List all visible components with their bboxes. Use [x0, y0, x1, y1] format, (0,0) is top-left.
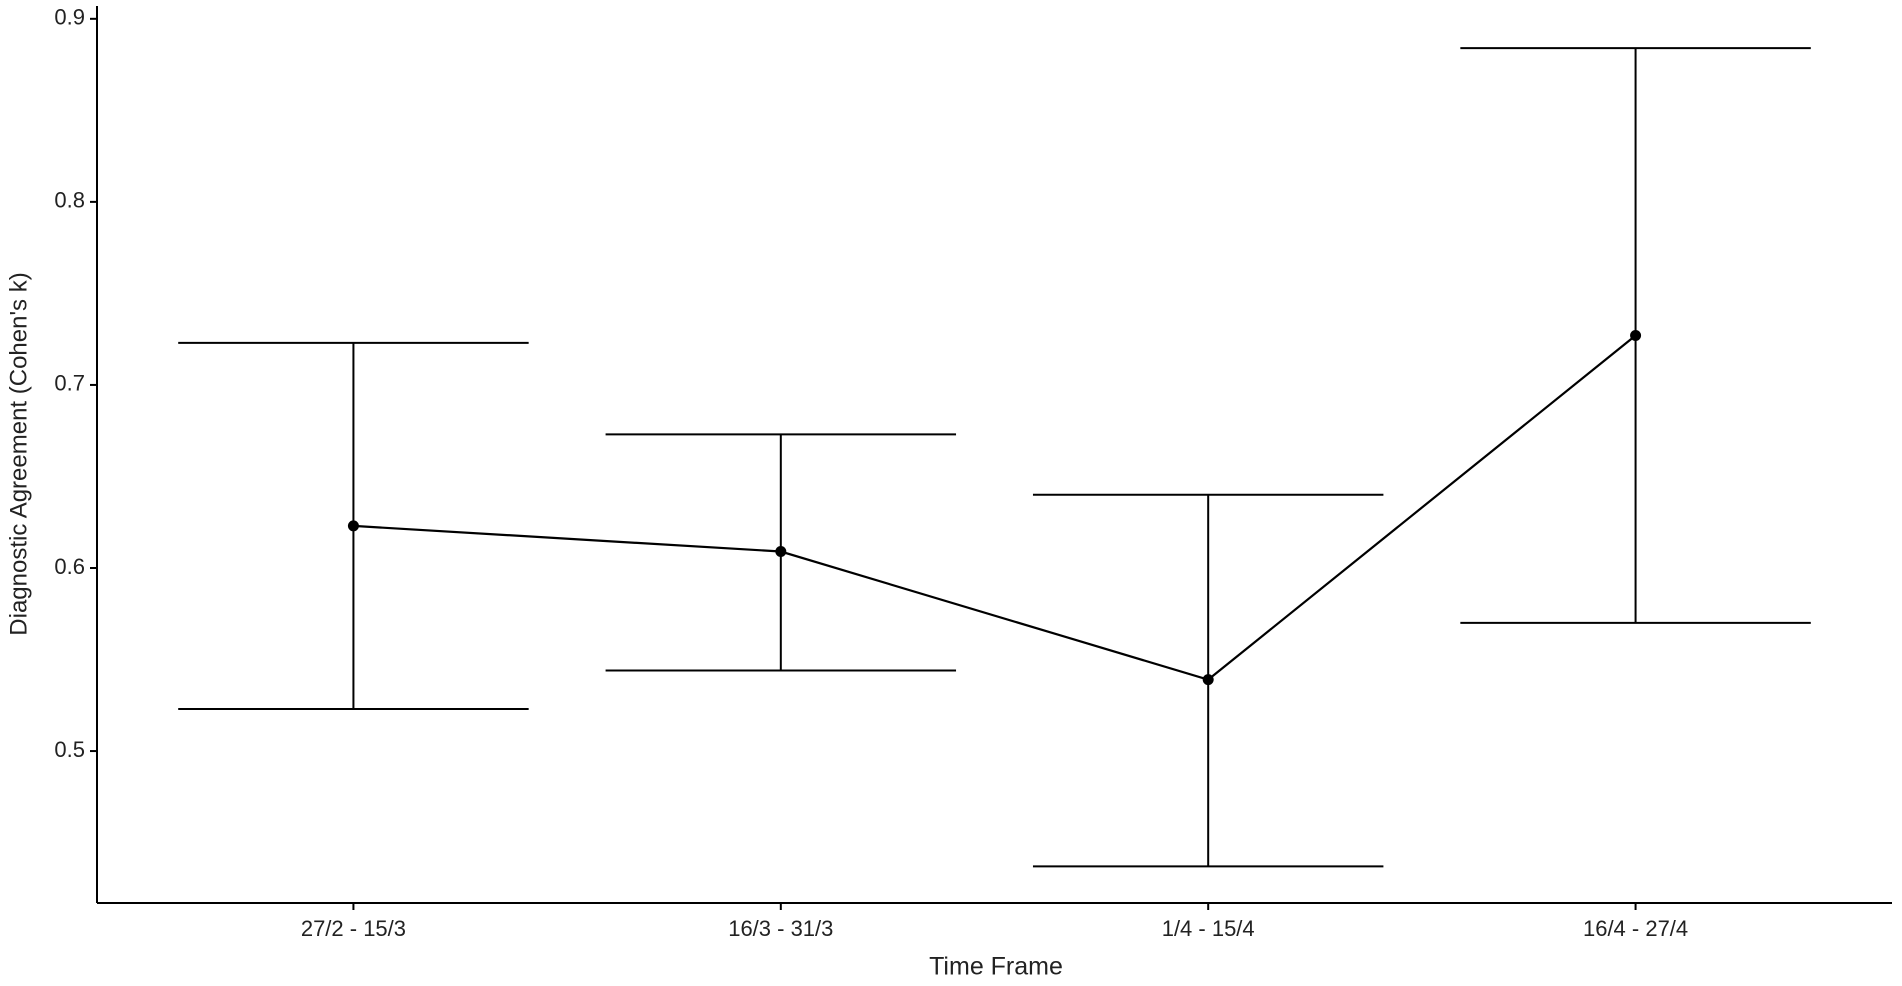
point	[775, 546, 787, 558]
y-axis-label: Diagnostic Agreement (Cohen's k)	[5, 272, 32, 635]
x-tick-label: 27/2 - 15/3	[301, 916, 406, 941]
y-tick-label: 0.5	[54, 737, 85, 762]
x-axis-label: Time Frame	[929, 953, 1063, 981]
y-tick-label: 0.6	[54, 554, 85, 579]
y-tick-label: 0.7	[54, 371, 85, 396]
point	[1630, 330, 1642, 342]
point	[347, 520, 359, 532]
point	[1202, 674, 1214, 686]
x-tick-label: 16/3 - 31/3	[728, 916, 833, 941]
x-tick-label: 16/4 - 27/4	[1583, 916, 1688, 941]
y-tick-label: 0.8	[54, 188, 85, 213]
x-tick-label: 1/4 - 15/4	[1162, 916, 1255, 941]
series-line	[353, 334, 1637, 681]
y-tick-label: 0.9	[54, 5, 85, 30]
